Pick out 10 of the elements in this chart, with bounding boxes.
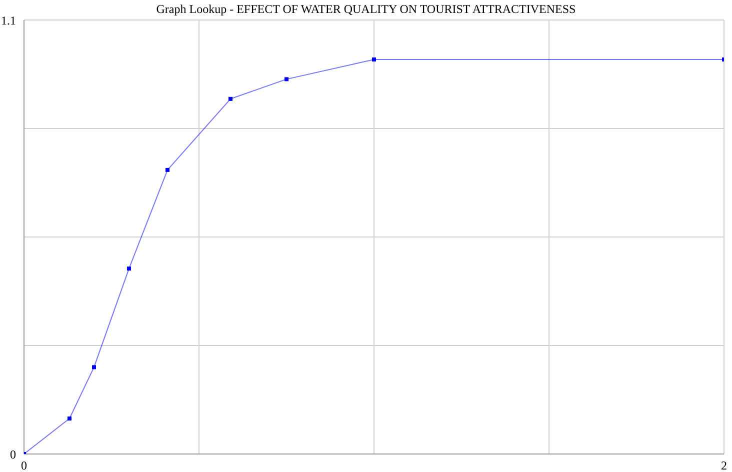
- point: [166, 168, 170, 172]
- point: [92, 365, 96, 370]
- point: [127, 266, 131, 271]
- point: [284, 77, 288, 82]
- point: [372, 57, 376, 62]
- chart-title: Graph Lookup - EFFECT OF WATER QUALITY ON TOURIST ATTRACTIVENESS: [156, 2, 576, 16]
- point: [228, 96, 232, 101]
- point: [68, 416, 72, 420]
- y-tick-label: 1.1: [1, 13, 16, 28]
- x-tick-label: 2: [721, 458, 727, 472]
